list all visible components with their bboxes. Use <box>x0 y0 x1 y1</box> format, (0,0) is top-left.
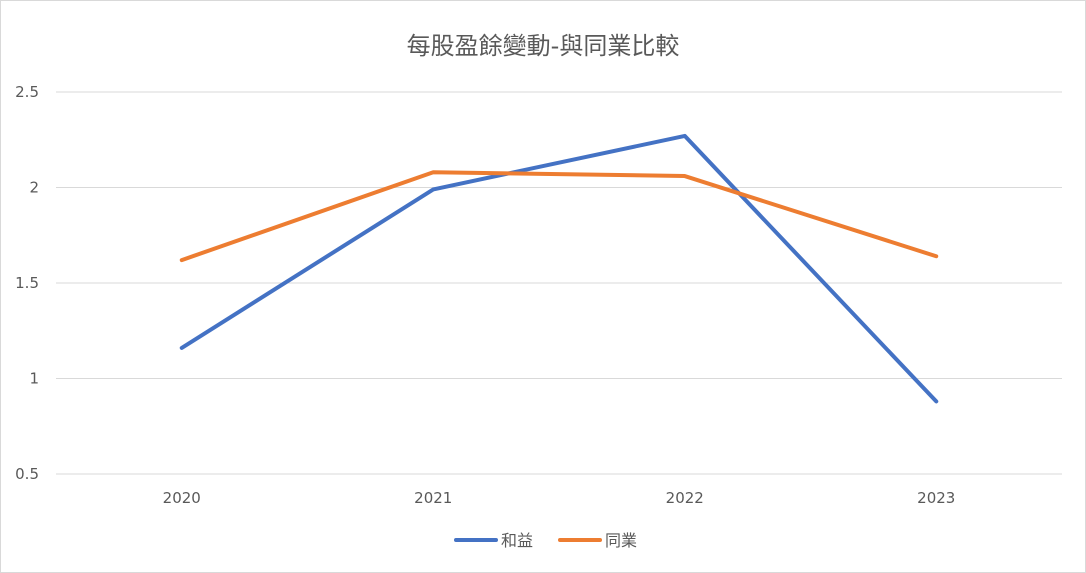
series-line-0 <box>179 133 939 404</box>
chart-title: 每股盈餘變動-與同業比較 <box>406 32 680 60</box>
x-tick-label: 2020 <box>163 489 201 507</box>
x-tick-label: 2021 <box>414 489 452 507</box>
series-line-1 <box>179 170 939 263</box>
y-tick-label: 2 <box>29 179 39 197</box>
x-tick-label: 2023 <box>917 489 955 507</box>
y-tick-label: 2.5 <box>15 83 39 101</box>
x-tick-label: 2022 <box>666 489 704 507</box>
y-tick-label: 1 <box>29 370 39 388</box>
y-tick-label: 0.5 <box>15 465 39 483</box>
y-tick-label: 1.5 <box>15 274 39 292</box>
legend-label: 和益 <box>501 531 533 550</box>
legend-label: 同業 <box>605 531 637 550</box>
